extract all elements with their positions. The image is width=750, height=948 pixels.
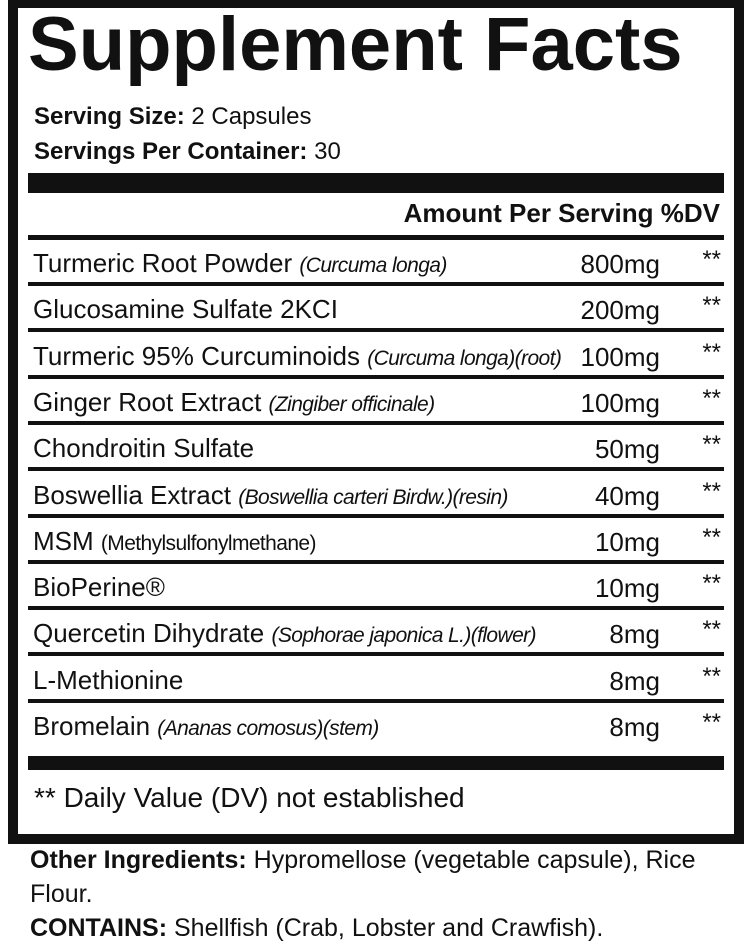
detail: (Boswellia carteri Birdw.)(resin) bbox=[238, 485, 508, 509]
ingredient-row: Boswellia Extract (Boswellia carteri Bir… bbox=[28, 472, 724, 518]
name: Boswellia Extract bbox=[33, 479, 231, 510]
value: 2 Capsules bbox=[191, 103, 312, 130]
ingredient-row: Turmeric 95% Curcuminoids (Curcuma longa… bbox=[28, 333, 724, 379]
daily-value: ** bbox=[702, 477, 721, 505]
amount: 8mg bbox=[609, 712, 660, 742]
serving-size: Serving Size: 2 Capsules bbox=[34, 102, 311, 132]
ingredient-row: MSM (Methylsulfonylmethane) 10mg ** bbox=[28, 518, 724, 564]
ingredient-name: Boswellia Extract (Boswellia carteri Bir… bbox=[33, 472, 508, 521]
name: Bromelain bbox=[33, 711, 151, 741]
label: CONTAINS: bbox=[30, 914, 168, 942]
ingredient-row: Chondroitin Sulfate 50mg ** bbox=[28, 425, 724, 472]
detail: (Zingiber officinale) bbox=[268, 392, 436, 416]
amount: 800mg bbox=[580, 249, 661, 279]
amount: 50mg bbox=[594, 434, 660, 465]
detail: (Curcuma longa)(root) bbox=[367, 346, 562, 370]
ingredient-name: BioPerine® bbox=[33, 564, 165, 610]
ingredient-name: Glucosamine Sulfate 2KCI bbox=[33, 286, 338, 332]
amount: 10mg bbox=[594, 573, 660, 604]
name: Glucosamine Sulfate 2KCI bbox=[33, 294, 338, 325]
daily-value: ** bbox=[702, 662, 721, 690]
name: L-Methionine bbox=[33, 664, 184, 695]
ingredient-name: L-Methionine bbox=[33, 657, 183, 703]
facts-box bbox=[8, 0, 744, 844]
ingredient-row: L-Methionine 8mg ** bbox=[28, 657, 724, 703]
name: Quercetin Dihydrate bbox=[33, 618, 265, 649]
ingredient-name: Quercetin Dihydrate (Sophorae japonica L… bbox=[33, 610, 537, 659]
other-ingredients: Other Ingredients: Hypromellose (vegetab… bbox=[30, 843, 730, 911]
amount: 100mg bbox=[580, 341, 661, 372]
text: Shellfish (Crab, Lobster and Crawfish). bbox=[173, 914, 604, 942]
name: Turmeric Root Powder bbox=[33, 248, 293, 278]
column-header: Amount Per Serving %DV bbox=[403, 198, 720, 228]
value: 30 bbox=[314, 138, 341, 165]
amount: 8mg bbox=[609, 619, 660, 650]
daily-value: ** bbox=[702, 246, 721, 273]
bottom-text: Other Ingredients: Hypromellose (vegetab… bbox=[30, 843, 730, 945]
detail: (Sophorae japonica L.)(flower) bbox=[271, 624, 536, 648]
detail: (Ananas comosus)(stem) bbox=[157, 717, 379, 740]
name: BioPerine® bbox=[33, 572, 165, 603]
daily-value: ** bbox=[702, 431, 721, 459]
ingredient-row: BioPerine® 10mg ** bbox=[28, 564, 724, 611]
amount: 40mg bbox=[594, 480, 660, 511]
daily-value: ** bbox=[702, 570, 721, 598]
daily-value: ** bbox=[702, 292, 721, 320]
amount: 100mg bbox=[580, 387, 661, 418]
name: Ginger Root Extract bbox=[33, 386, 262, 417]
ingredient-row: Quercetin Dihydrate (Sophorae japonica L… bbox=[28, 610, 724, 659]
label: Serving Size: bbox=[34, 103, 185, 130]
contains: CONTAINS: Shellfish (Crab, Lobster and C… bbox=[30, 911, 730, 945]
name: Chondroitin Sulfate bbox=[33, 433, 255, 464]
detail: (Methylsulfonylmethane) bbox=[100, 531, 317, 555]
daily-value: ** bbox=[702, 523, 721, 551]
amount: 10mg bbox=[594, 526, 660, 557]
ingredient-name: Turmeric Root Powder (Curcuma longa) bbox=[33, 240, 447, 289]
ingredient-name: Bromelain (Ananas comosus)(stem) bbox=[33, 703, 379, 752]
detail: (Curcuma longa) bbox=[299, 254, 447, 277]
name: MSM bbox=[33, 525, 94, 556]
title: Supplement Facts bbox=[28, 2, 683, 87]
ingredient-row: Turmeric Root Powder (Curcuma longa) 800m… bbox=[28, 240, 724, 286]
ingredient-row: Glucosamine Sulfate 2KCI 200mg ** bbox=[28, 286, 724, 333]
ingredient-name: Chondroitin Sulfate bbox=[33, 425, 254, 471]
ingredient-name: Turmeric 95% Curcuminoids (Curcuma longa… bbox=[33, 333, 562, 382]
ingredient-row: Bromelain (Ananas comosus)(stem) 8mg ** bbox=[28, 703, 724, 745]
name: Turmeric 95% Curcuminoids bbox=[33, 340, 361, 371]
ingredient-name: MSM (Methylsulfonylmethane) bbox=[33, 518, 316, 567]
rule bbox=[28, 235, 724, 240]
footnote: ** Daily Value (DV) not established bbox=[34, 782, 465, 813]
thick-rule bbox=[28, 173, 724, 193]
daily-value: ** bbox=[702, 384, 721, 412]
daily-value: ** bbox=[702, 616, 721, 644]
thick-rule bbox=[28, 756, 724, 770]
daily-value: ** bbox=[702, 709, 721, 736]
servings-per-container: Servings Per Container: 30 bbox=[34, 137, 341, 167]
ingredient-name: Ginger Root Extract (Zingiber officinale… bbox=[33, 379, 435, 428]
daily-value: ** bbox=[702, 338, 721, 366]
ingredient-row: Ginger Root Extract (Zingiber officinale… bbox=[28, 379, 724, 425]
label: Servings Per Container: bbox=[34, 138, 308, 165]
text: Hypromellose (vegetable capsule), Rice F… bbox=[30, 846, 696, 908]
label: Other Ingredients: bbox=[30, 846, 247, 874]
amount: 8mg bbox=[609, 665, 660, 696]
amount: 200mg bbox=[580, 295, 661, 326]
